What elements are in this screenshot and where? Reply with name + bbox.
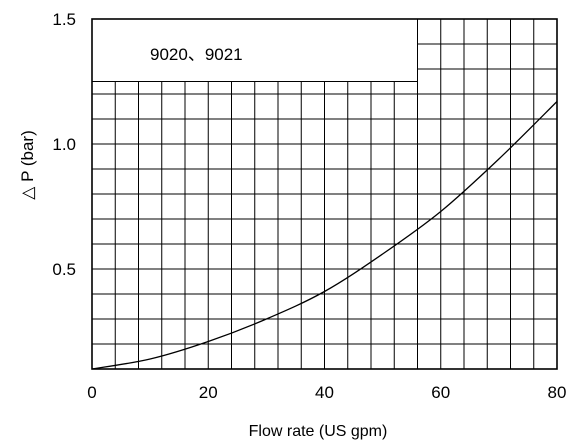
model-annotation: 9020、9021 xyxy=(150,45,243,64)
y-axis-label: △ P (bar) xyxy=(18,130,37,199)
x-tick-label: 0 xyxy=(87,383,96,402)
annotation-box xyxy=(91,18,418,82)
axis-tick-labels: 0 20 40 60 80 0.5 1.0 1.5 xyxy=(52,10,566,402)
x-tick-label: 40 xyxy=(315,383,334,402)
y-tick-label: 0.5 xyxy=(52,260,76,279)
pressure-drop-line xyxy=(91,101,558,370)
plot-frame xyxy=(91,18,558,370)
y-tick-label: 1.5 xyxy=(52,10,76,29)
x-axis-label: Flow rate (US gpm) xyxy=(249,423,388,440)
x-tick-label: 20 xyxy=(199,383,218,402)
y-tick-label: 1.0 xyxy=(52,135,76,154)
x-tick-label: 80 xyxy=(548,383,567,402)
x-tick-label: 60 xyxy=(431,383,450,402)
